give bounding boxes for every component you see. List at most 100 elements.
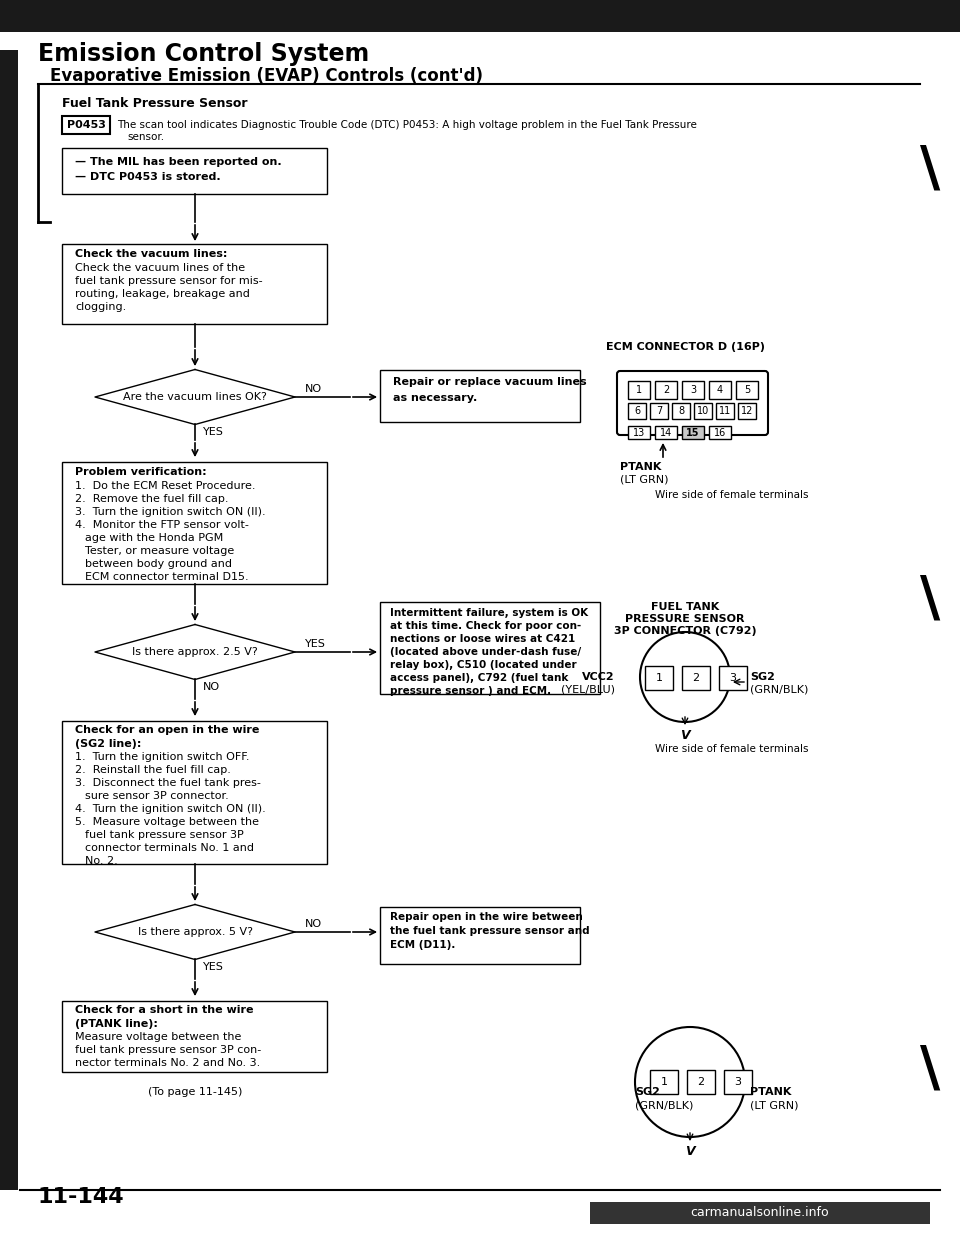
Text: Fuel Tank Pressure Sensor: Fuel Tank Pressure Sensor <box>62 97 248 111</box>
Text: Tester, or measure voltage: Tester, or measure voltage <box>85 546 234 556</box>
Text: 15: 15 <box>686 427 700 437</box>
Text: 5: 5 <box>744 385 750 395</box>
Text: Is there approx. 5 V?: Is there approx. 5 V? <box>137 927 252 936</box>
Text: 16: 16 <box>714 427 726 437</box>
Text: 2.  Reinstall the fuel fill cap.: 2. Reinstall the fuel fill cap. <box>75 765 230 775</box>
FancyBboxPatch shape <box>650 402 668 419</box>
FancyBboxPatch shape <box>709 426 731 438</box>
Text: PTANK: PTANK <box>750 1087 791 1097</box>
Text: 11-144: 11-144 <box>38 1187 125 1207</box>
Text: Repair open in the wire between: Repair open in the wire between <box>390 912 583 922</box>
Text: Check the vacuum lines of the: Check the vacuum lines of the <box>75 263 245 273</box>
Text: at this time. Check for poor con-: at this time. Check for poor con- <box>390 621 581 631</box>
Text: 5.  Measure voltage between the: 5. Measure voltage between the <box>75 817 259 827</box>
Circle shape <box>640 632 730 722</box>
Text: 2: 2 <box>692 673 700 683</box>
Text: PTANK: PTANK <box>620 462 661 472</box>
Text: The scan tool indicates Diagnostic Trouble Code (DTC) P0453: A high voltage prob: The scan tool indicates Diagnostic Troub… <box>117 120 697 130</box>
Text: connector terminals No. 1 and: connector terminals No. 1 and <box>85 843 254 853</box>
Text: (SG2 line):: (SG2 line): <box>75 739 141 749</box>
Text: (LT GRN): (LT GRN) <box>620 474 668 484</box>
Text: Check the vacuum lines:: Check the vacuum lines: <box>75 248 228 260</box>
FancyBboxPatch shape <box>682 666 710 691</box>
Text: Wire side of female terminals: Wire side of female terminals <box>655 491 808 501</box>
FancyBboxPatch shape <box>719 666 747 691</box>
FancyBboxPatch shape <box>380 370 580 422</box>
Text: (GRN/BLK): (GRN/BLK) <box>635 1100 693 1110</box>
Polygon shape <box>95 370 295 425</box>
Text: 3.  Disconnect the fuel tank pres-: 3. Disconnect the fuel tank pres- <box>75 777 261 787</box>
Text: 2.  Remove the fuel fill cap.: 2. Remove the fuel fill cap. <box>75 494 228 504</box>
FancyBboxPatch shape <box>380 907 580 964</box>
Text: 4.  Turn the ignition switch ON (II).: 4. Turn the ignition switch ON (II). <box>75 804 266 814</box>
Text: age with the Honda PGM: age with the Honda PGM <box>85 533 224 543</box>
FancyBboxPatch shape <box>380 602 600 694</box>
Text: Evaporative Emission (EVAP) Controls (cont'd): Evaporative Emission (EVAP) Controls (co… <box>50 67 483 84</box>
FancyBboxPatch shape <box>724 1071 752 1094</box>
Text: access panel), C792 (fuel tank: access panel), C792 (fuel tank <box>390 673 568 683</box>
Text: 3: 3 <box>730 673 736 683</box>
Text: (GRN/BLK): (GRN/BLK) <box>750 684 808 694</box>
Text: ECM CONNECTOR D (16P): ECM CONNECTOR D (16P) <box>606 342 764 351</box>
Text: YES: YES <box>203 427 224 437</box>
Text: Intermittent failure, system is OK: Intermittent failure, system is OK <box>390 609 588 619</box>
Text: (To page 11-145): (To page 11-145) <box>148 1087 242 1097</box>
Text: nections or loose wires at C421: nections or loose wires at C421 <box>390 633 575 645</box>
Text: V: V <box>681 729 690 741</box>
Text: YES: YES <box>305 638 325 650</box>
Text: 3.  Turn the ignition switch ON (II).: 3. Turn the ignition switch ON (II). <box>75 507 266 517</box>
Text: 1: 1 <box>636 385 642 395</box>
FancyBboxPatch shape <box>650 1071 678 1094</box>
FancyBboxPatch shape <box>716 402 734 419</box>
FancyBboxPatch shape <box>628 426 650 438</box>
Text: carmanualsonline.info: carmanualsonline.info <box>690 1206 829 1218</box>
Text: VCC2: VCC2 <box>583 672 615 682</box>
FancyBboxPatch shape <box>672 402 690 419</box>
FancyBboxPatch shape <box>62 462 327 584</box>
Text: 4: 4 <box>717 385 723 395</box>
Text: (LT GRN): (LT GRN) <box>750 1100 799 1110</box>
Text: 3: 3 <box>734 1077 741 1087</box>
Text: fuel tank pressure sensor for mis-: fuel tank pressure sensor for mis- <box>75 276 263 286</box>
FancyBboxPatch shape <box>590 1202 930 1225</box>
FancyBboxPatch shape <box>62 243 327 324</box>
Text: sure sensor 3P connector.: sure sensor 3P connector. <box>85 791 228 801</box>
Text: — DTC P0453 is stored.: — DTC P0453 is stored. <box>75 171 221 183</box>
Text: 12: 12 <box>741 406 754 416</box>
Text: Check for an open in the wire: Check for an open in the wire <box>75 725 259 735</box>
Text: YES: YES <box>203 963 224 972</box>
Text: Emission Control System: Emission Control System <box>38 42 370 66</box>
Text: FUEL TANK: FUEL TANK <box>651 602 719 612</box>
FancyBboxPatch shape <box>682 381 704 399</box>
Text: Check for a short in the wire: Check for a short in the wire <box>75 1005 253 1015</box>
FancyBboxPatch shape <box>62 116 110 134</box>
FancyBboxPatch shape <box>617 371 768 435</box>
Text: 4.  Monitor the FTP sensor volt-: 4. Monitor the FTP sensor volt- <box>75 520 249 530</box>
FancyBboxPatch shape <box>738 402 756 419</box>
FancyBboxPatch shape <box>62 722 327 864</box>
Text: sensor.: sensor. <box>127 132 164 142</box>
FancyBboxPatch shape <box>62 1001 327 1072</box>
FancyBboxPatch shape <box>736 381 758 399</box>
Text: 11: 11 <box>719 406 732 416</box>
Text: 3P CONNECTOR (C792): 3P CONNECTOR (C792) <box>613 626 756 636</box>
Text: nector terminals No. 2 and No. 3.: nector terminals No. 2 and No. 3. <box>75 1058 260 1068</box>
FancyBboxPatch shape <box>0 0 960 32</box>
Text: 2: 2 <box>697 1077 705 1087</box>
Text: Measure voltage between the: Measure voltage between the <box>75 1032 241 1042</box>
Text: fuel tank pressure sensor 3P: fuel tank pressure sensor 3P <box>85 830 244 840</box>
Text: (YEL/BLU): (YEL/BLU) <box>561 684 615 694</box>
FancyBboxPatch shape <box>0 50 18 1190</box>
Text: ECM connector terminal D15.: ECM connector terminal D15. <box>85 573 249 582</box>
Text: ECM (D11).: ECM (D11). <box>390 940 455 950</box>
Text: \: \ <box>920 573 940 626</box>
Text: NO: NO <box>305 384 323 394</box>
Text: \: \ <box>920 1042 940 1095</box>
Text: Repair or replace vacuum lines: Repair or replace vacuum lines <box>393 378 587 388</box>
Text: 10: 10 <box>697 406 709 416</box>
Text: between body ground and: between body ground and <box>85 559 232 569</box>
Text: 7: 7 <box>656 406 662 416</box>
Text: as necessary.: as necessary. <box>393 392 477 402</box>
Text: SG2: SG2 <box>750 672 775 682</box>
FancyBboxPatch shape <box>628 381 650 399</box>
